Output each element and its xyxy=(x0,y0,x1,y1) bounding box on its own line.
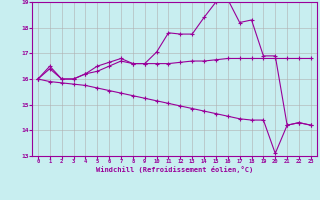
X-axis label: Windchill (Refroidissement éolien,°C): Windchill (Refroidissement éolien,°C) xyxy=(96,166,253,173)
